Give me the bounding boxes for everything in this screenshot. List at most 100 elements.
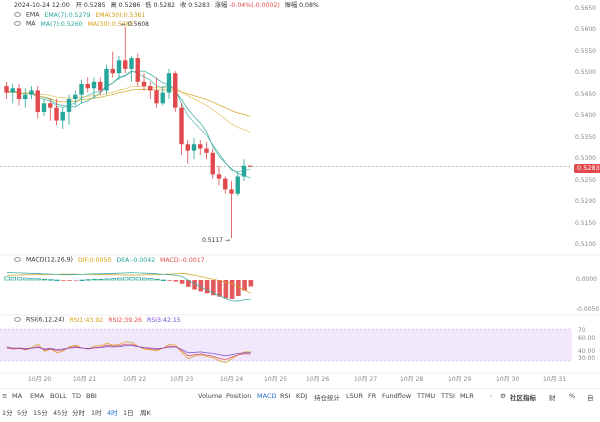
rsi-legend[interactable]: RSI(6,12,24) RSI1:43.92 RSI2:39.26 RSI3:… [14, 317, 181, 324]
right-tool-1[interactable]: % [569, 392, 576, 400]
indicator-main-1[interactable]: EMA [30, 392, 45, 400]
right-tool-0[interactable]: 财 [549, 394, 556, 402]
interval-6[interactable]: 4时 [107, 409, 118, 417]
macd-bar [4, 276, 10, 281]
macd-bar [98, 278, 104, 281]
ma30-value: MA(30):0.5387 [87, 20, 134, 28]
eye-icon[interactable] [14, 257, 21, 262]
indicator-sub-4[interactable]: KDJ [296, 392, 308, 400]
open-label: 开 [75, 2, 82, 9]
rsi-axis-60: 60.00 [578, 335, 596, 342]
indicator-sub-6[interactable]: LSUR [346, 392, 364, 400]
ema7-value: EMA(7):0.5279 [44, 11, 91, 19]
indicator-main-0[interactable]: MA [12, 392, 23, 400]
indicator-main-2[interactable]: BOLL [50, 392, 67, 400]
macd-dea: DEA:-0.0042 [116, 256, 156, 264]
price-axis-label: 0.5400 [575, 112, 596, 120]
macd-legend[interactable]: MACD(12,26,9) DIF:0.0050 DEA:-0.0042 MAC… [14, 257, 205, 264]
interval-1[interactable]: 5分 [17, 409, 28, 417]
candle-body [241, 165, 247, 177]
date-axis-label: 10月 24 [220, 376, 244, 383]
macd-bar [23, 277, 29, 281]
indicator-main-3[interactable]: TD [72, 392, 81, 400]
indicator-sub-7[interactable]: FR [368, 392, 377, 400]
ema-name: EMA [25, 11, 40, 19]
interval-7[interactable]: 1日 [123, 409, 134, 417]
eye-icon[interactable] [14, 21, 21, 26]
interval-bar: 1分 5分 15分 45分 分时 1时 4时 1日 周K [0, 403, 600, 419]
date-axis-label: 10月 22 [123, 376, 147, 383]
macd-line [6, 272, 251, 302]
date-axis-label: 10月 31 [543, 376, 567, 383]
macd-line [6, 272, 251, 294]
indicator-sub-5[interactable]: 持仓统计 [314, 394, 340, 402]
macd-bar [116, 277, 123, 281]
more-icon[interactable]: › [490, 392, 493, 400]
macd-bar [192, 280, 197, 290]
indicator-sub-8[interactable]: Fundflow [382, 392, 412, 400]
change-label: 涨幅 [214, 2, 228, 9]
eye-icon[interactable] [14, 317, 21, 322]
candle-body [4, 86, 9, 93]
candle-body [248, 165, 253, 167]
indicator-sub-3[interactable]: RSI [280, 392, 291, 400]
high-annotation: ← 0.5608 [121, 21, 149, 28]
interval-5[interactable]: 1时 [91, 409, 102, 417]
community-indicators-icon[interactable]: ⚙ [500, 392, 506, 400]
price-axis-label: 0.5500 [575, 69, 596, 77]
indicator-sub-10[interactable]: TTSI [441, 392, 455, 400]
indicator-sub-0[interactable]: Volume [198, 392, 223, 400]
candle-body [48, 103, 53, 108]
interval-4[interactable]: 分时 [72, 409, 85, 417]
community-indicators[interactable]: 社区指标 [510, 394, 536, 402]
rsi-axis-70: 70 [578, 327, 586, 334]
indicator-sub-2[interactable]: MACD [257, 392, 277, 400]
date-axis: 10月 20 10月 21 10月 22 10月 23 10月 24 10月 25 10月 … [0, 376, 600, 386]
interval-0[interactable]: 1分 [2, 409, 13, 417]
ma7-value: MA(7):0.5260 [40, 20, 83, 28]
macd-bar [160, 279, 167, 281]
macd-bar [16, 277, 23, 281]
macd-bar [129, 276, 135, 281]
macd-bar [211, 280, 216, 296]
macd-bar [186, 280, 191, 287]
rsi-lines [0, 328, 572, 363]
interval-2[interactable]: 15分 [33, 409, 48, 417]
interval-8[interactable]: 周K [140, 409, 151, 417]
candle-body [23, 94, 28, 100]
eye-icon[interactable] [14, 12, 21, 17]
price-axis-label: 0.5150 [575, 219, 596, 227]
macd-dif: DIF:0.0050 [77, 256, 112, 264]
candle-body [73, 94, 78, 100]
right-tool-2[interactable]: 自 [587, 394, 594, 402]
candle-body [10, 88, 15, 93]
close-label: 收 [180, 2, 187, 9]
indicator-main-4[interactable]: BBI [86, 392, 97, 400]
ema-legend[interactable]: EMA EMA(7):0.5279 EMA(30):0.5361 [14, 12, 145, 19]
rsi-axis-40: 40.00 [578, 348, 596, 355]
candle-body [198, 144, 203, 149]
macd-bar [204, 280, 210, 294]
rsi1-value: RSI1:43.92 [69, 316, 104, 324]
settings-icon[interactable]: ≡ [2, 392, 8, 400]
candle-body [35, 90, 40, 112]
low-label: 低 [145, 2, 152, 9]
candle-body [204, 148, 209, 153]
macd-axis-0: 0.0000 [576, 276, 597, 283]
price-axis-label: 0.5600 [575, 26, 596, 34]
macd-bar [35, 278, 41, 281]
indicator-sub-11[interactable]: MLR [460, 392, 474, 400]
current-price-tag: 0.5283 [574, 164, 600, 173]
interval-3[interactable]: 45分 [53, 409, 68, 417]
macd-bar [217, 280, 222, 297]
ma-legend[interactable]: MA MA(7):0.5260 MA(30):0.5387 [14, 21, 134, 28]
macd-bar [167, 280, 172, 281]
macd-bar [242, 280, 247, 291]
macd-bar [67, 280, 72, 281]
indicator-sub-9[interactable]: TTMU [417, 392, 436, 400]
indicator-sub-1[interactable]: Position [226, 392, 252, 400]
candle-body [229, 189, 234, 194]
date-axis-label: 10月 23 [170, 376, 194, 383]
candle-body [154, 90, 159, 104]
